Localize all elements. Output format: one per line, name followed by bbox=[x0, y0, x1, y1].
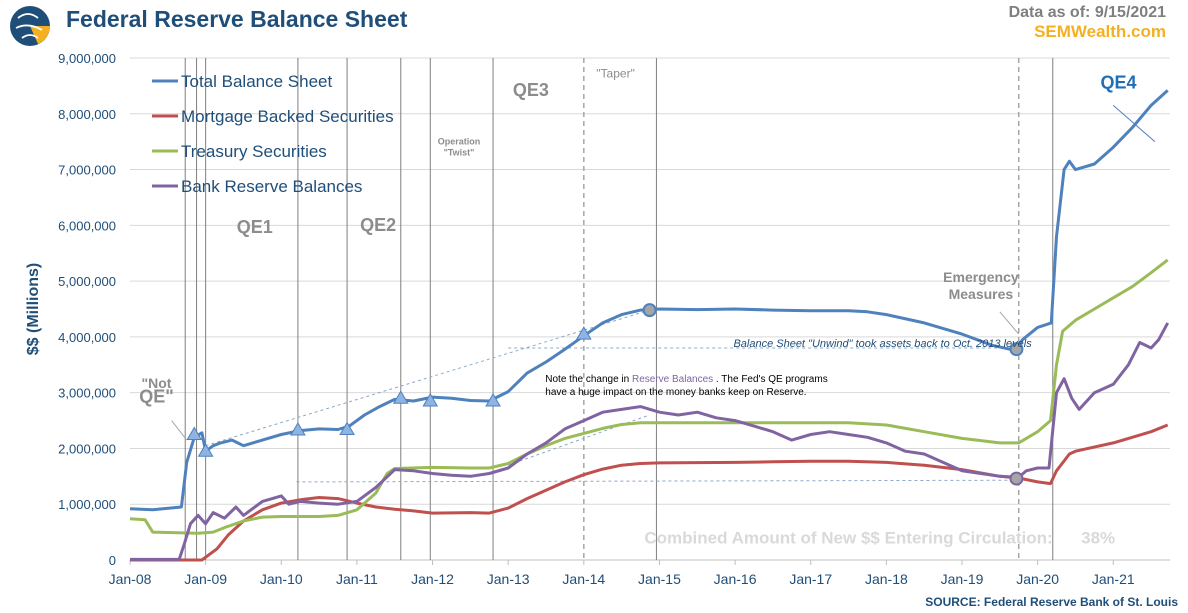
event-label: "Taper" bbox=[596, 67, 635, 81]
emergency-pointer bbox=[999, 311, 1020, 335]
event-label: "Twist" bbox=[444, 148, 475, 158]
y-tick-label: 9,000,000 bbox=[58, 51, 116, 66]
circulation-label: Combined Amount of New $$ Entering Circu… bbox=[644, 528, 1052, 547]
event-label: Measures bbox=[949, 286, 1014, 302]
event-marker bbox=[339, 421, 355, 435]
y-tick-label: 3,000,000 bbox=[58, 386, 116, 401]
brand-link[interactable]: SEMWealth.com bbox=[1034, 22, 1166, 41]
x-tick-label: Jan-08 bbox=[109, 571, 152, 587]
y-tick-label: 5,000,000 bbox=[58, 274, 116, 289]
event-marker bbox=[1009, 471, 1024, 486]
y-tick-label: 7,000,000 bbox=[58, 163, 116, 178]
guide-dashed-line bbox=[296, 479, 1017, 483]
event-marker bbox=[290, 422, 306, 436]
series-line-treasury-securities bbox=[129, 258, 1169, 535]
event-label: Operation bbox=[438, 136, 481, 146]
event-marker bbox=[485, 393, 501, 407]
y-tick-label: 0 bbox=[109, 553, 116, 568]
guide-dashed-line bbox=[508, 414, 650, 466]
unwind-annotation: Balance Sheet "Unwind" took assets back … bbox=[733, 338, 1032, 350]
event-label: "Not bbox=[141, 375, 171, 391]
event-marker bbox=[392, 390, 409, 404]
y-axis-label: $$ (Millions) bbox=[25, 263, 42, 355]
x-tick-label: Jan-19 bbox=[941, 571, 984, 587]
legend-label: Total Balance Sheet bbox=[181, 72, 332, 91]
x-tick-label: Jan-12 bbox=[411, 571, 454, 587]
data-as-of-value: 9/15/2021 bbox=[1094, 4, 1166, 21]
guide-dashed-line bbox=[205, 309, 650, 447]
event-marker bbox=[422, 393, 439, 407]
event-marker bbox=[642, 303, 657, 318]
x-tick-label: Jan-15 bbox=[638, 571, 681, 587]
event-marker bbox=[1009, 342, 1024, 357]
event-marker bbox=[197, 443, 214, 457]
event-label: QE2 bbox=[360, 215, 396, 235]
x-tick-label: Jan-17 bbox=[789, 571, 832, 587]
event-label: Emergency bbox=[943, 269, 1019, 285]
data-as-of: Data as of: 9/15/2021 bbox=[1009, 4, 1166, 22]
x-tick-label: Jan-18 bbox=[865, 571, 908, 587]
series-line-total-balance-sheet bbox=[129, 89, 1169, 512]
event-marker bbox=[186, 426, 203, 440]
globe-logo-icon bbox=[10, 6, 50, 46]
x-tick-label: Jan-10 bbox=[260, 571, 303, 587]
x-tick-label: Jan-16 bbox=[714, 571, 757, 587]
data-as-of-label: Data as of: bbox=[1008, 4, 1091, 21]
not-qe-pointer bbox=[171, 420, 188, 441]
y-tick-label: 6,000,000 bbox=[58, 218, 116, 233]
x-tick-label: Jan-11 bbox=[336, 571, 378, 587]
y-tick-label: 4,000,000 bbox=[58, 330, 116, 345]
reserve-note-line1: Note the change in Reserve Balances . Th… bbox=[545, 374, 827, 385]
legend-label: Treasury Securities bbox=[181, 142, 327, 161]
chart-title: Federal Reserve Balance Sheet bbox=[66, 6, 408, 32]
qe4-pointer bbox=[1112, 105, 1156, 143]
source-note: SOURCE: Federal Reserve Bank of St. Loui… bbox=[925, 595, 1178, 609]
legend-label: Mortgage Backed Securities bbox=[181, 107, 394, 126]
event-label: QE" bbox=[139, 387, 174, 407]
x-tick-label: Jan-14 bbox=[562, 571, 605, 587]
y-tick-label: 8,000,000 bbox=[58, 107, 116, 122]
event-marker bbox=[575, 326, 592, 340]
x-tick-label: Jan-13 bbox=[487, 571, 530, 587]
x-tick-label: Jan-09 bbox=[184, 571, 227, 587]
circulation-value: 38% bbox=[1081, 528, 1115, 547]
y-tick-label: 2,000,000 bbox=[58, 441, 116, 456]
legend-label: Bank Reserve Balances bbox=[181, 177, 362, 196]
series-line-bank-reserve-balances bbox=[130, 322, 1170, 561]
reserve-note-line2: have a huge impact on the money banks ke… bbox=[545, 387, 806, 398]
x-tick-label: Jan-20 bbox=[1016, 571, 1059, 587]
event-label: QE1 bbox=[237, 217, 273, 237]
event-label: QE4 bbox=[1101, 73, 1137, 93]
series-line-mortgage-backed-securities bbox=[130, 423, 1169, 562]
y-tick-label: 1,000,000 bbox=[58, 497, 116, 512]
event-label: QE3 bbox=[513, 80, 549, 100]
x-tick-label: Jan-21 bbox=[1092, 571, 1135, 587]
